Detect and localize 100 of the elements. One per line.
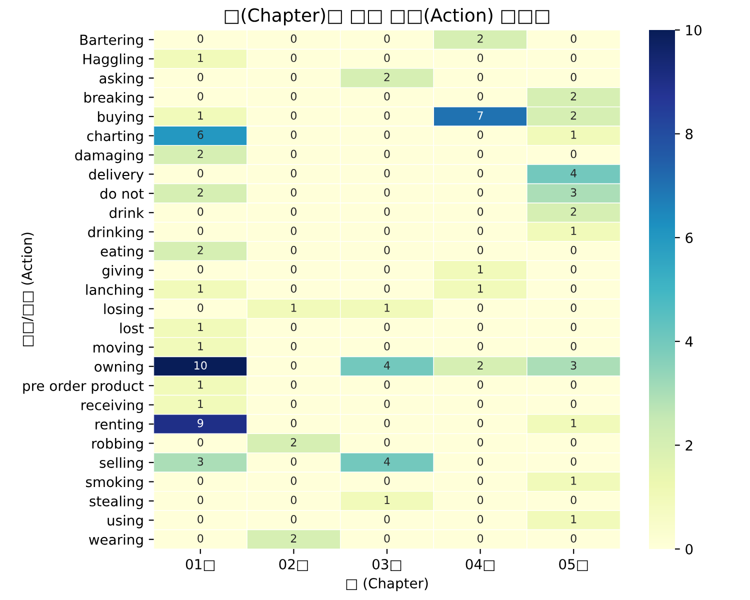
y-tick-label: damaging bbox=[75, 150, 143, 164]
data-label: 1 bbox=[198, 400, 203, 408]
data-label: 0 bbox=[384, 207, 390, 216]
data-label: 0 bbox=[290, 188, 296, 197]
data-label: 0 bbox=[384, 284, 390, 293]
data-label: 0 bbox=[384, 92, 390, 100]
data-label: 0 bbox=[570, 322, 576, 332]
x-tick-label: 03□ bbox=[372, 558, 402, 571]
data-label: 0 bbox=[198, 34, 204, 43]
y-tick-label: robbing bbox=[92, 438, 143, 452]
data-label: 0 bbox=[384, 438, 390, 446]
data-label: 0 bbox=[570, 534, 576, 543]
data-label: 0 bbox=[290, 54, 296, 62]
data-label: 0 bbox=[570, 284, 576, 293]
data-label: 0 bbox=[478, 168, 484, 178]
data-label: 0 bbox=[570, 496, 576, 504]
data-label: 2 bbox=[478, 34, 483, 43]
data-label: 0 bbox=[290, 342, 296, 350]
color-bar-label: 2 bbox=[686, 440, 692, 450]
y-tick-label: pre order product bbox=[23, 380, 144, 394]
data-label: 0 bbox=[478, 380, 484, 389]
data-label: 0 bbox=[384, 130, 390, 139]
data-label: 0 bbox=[478, 72, 484, 82]
data-label: 0 bbox=[198, 92, 204, 100]
data-label: 2 bbox=[198, 188, 203, 196]
data-label: 3 bbox=[570, 361, 576, 370]
data-label: 1 bbox=[384, 496, 390, 504]
data-label: 0 bbox=[478, 322, 484, 332]
y-tick-label: lanching bbox=[86, 284, 143, 298]
data-label: 0 bbox=[198, 72, 204, 82]
data-label: 0 bbox=[570, 54, 576, 62]
data-label: 7 bbox=[478, 111, 483, 120]
color-bar-label: 0 bbox=[686, 544, 693, 554]
data-label: 0 bbox=[570, 400, 576, 408]
data-label: 0 bbox=[384, 246, 390, 254]
data-label: 9 bbox=[198, 418, 204, 428]
data-label: 2 bbox=[384, 72, 390, 82]
data-label: 0 bbox=[290, 457, 296, 466]
data-label: 0 bbox=[290, 361, 296, 370]
data-label: 0 bbox=[478, 246, 484, 254]
data-label: 0 bbox=[384, 534, 390, 543]
y-tick-label: wearing bbox=[89, 534, 143, 548]
data-label: 0 bbox=[290, 92, 296, 100]
data-label: 1 bbox=[571, 476, 576, 485]
data-label: 0 bbox=[384, 476, 390, 485]
y-tick-label: eating bbox=[100, 246, 143, 260]
data-label: 0 bbox=[570, 457, 576, 466]
data-label: 0 bbox=[478, 457, 484, 466]
y-tick-label: Bartering bbox=[80, 34, 143, 48]
data-label: 1 bbox=[198, 342, 203, 350]
data-label: 0 bbox=[384, 188, 390, 197]
data-label: 0 bbox=[290, 150, 296, 158]
y-tick-label: do not bbox=[100, 188, 144, 199]
data-label: 3 bbox=[570, 188, 576, 197]
y-tick-label: selling bbox=[100, 457, 143, 471]
data-label: 2 bbox=[570, 207, 576, 216]
y-tick-label: drinking bbox=[88, 226, 143, 240]
data-label: 1 bbox=[198, 322, 203, 332]
data-label: 10 bbox=[194, 361, 207, 370]
data-label: 1 bbox=[571, 130, 576, 139]
data-label: 0 bbox=[384, 342, 390, 350]
data-label: 0 bbox=[478, 188, 484, 197]
data-label: 0 bbox=[384, 54, 390, 62]
color-bar-label: 8 bbox=[686, 128, 693, 140]
data-label: 0 bbox=[290, 130, 296, 139]
data-label: 0 bbox=[290, 111, 296, 120]
x-tick-label: 01□ bbox=[186, 558, 215, 571]
y-tick-label: lost bbox=[120, 322, 144, 334]
data-label: 0 bbox=[198, 438, 204, 446]
data-label: 4 bbox=[570, 169, 577, 178]
data-label: 0 bbox=[478, 207, 484, 216]
data-label: 0 bbox=[290, 496, 296, 504]
data-label: 4 bbox=[384, 457, 390, 466]
data-label: 0 bbox=[290, 72, 296, 82]
data-label: 1 bbox=[478, 265, 483, 274]
y-axis-title: □□/□□ (Action) bbox=[21, 232, 34, 346]
data-label: 0 bbox=[384, 322, 390, 332]
chart-title: □(Chapter)□ □□ □□(Action) □□□ bbox=[224, 8, 550, 26]
x-axis-title: □ (Chapter) bbox=[346, 578, 428, 592]
y-tick-label: receiving bbox=[82, 400, 143, 413]
data-label: 0 bbox=[384, 418, 390, 428]
data-label: 0 bbox=[570, 150, 576, 158]
data-label: 0 bbox=[478, 400, 484, 408]
data-label: 1 bbox=[571, 515, 576, 524]
data-label: 0 bbox=[198, 168, 204, 178]
y-tick-label: delivery bbox=[89, 168, 144, 182]
data-label: 0 bbox=[384, 400, 390, 408]
y-tick-label: moving bbox=[94, 342, 143, 356]
data-label: 1 bbox=[198, 284, 203, 293]
data-label: 0 bbox=[290, 380, 296, 389]
y-tick-label: buying bbox=[98, 111, 143, 125]
data-label: 0 bbox=[570, 34, 576, 43]
data-label: 2 bbox=[198, 246, 203, 254]
data-label: 1 bbox=[198, 111, 203, 120]
y-tick-label: drink bbox=[110, 207, 144, 218]
data-label: 0 bbox=[290, 226, 296, 236]
data-label: 2 bbox=[290, 534, 296, 542]
data-label: 0 bbox=[198, 514, 204, 524]
data-label: 0 bbox=[478, 534, 484, 543]
data-label: 0 bbox=[198, 304, 204, 312]
